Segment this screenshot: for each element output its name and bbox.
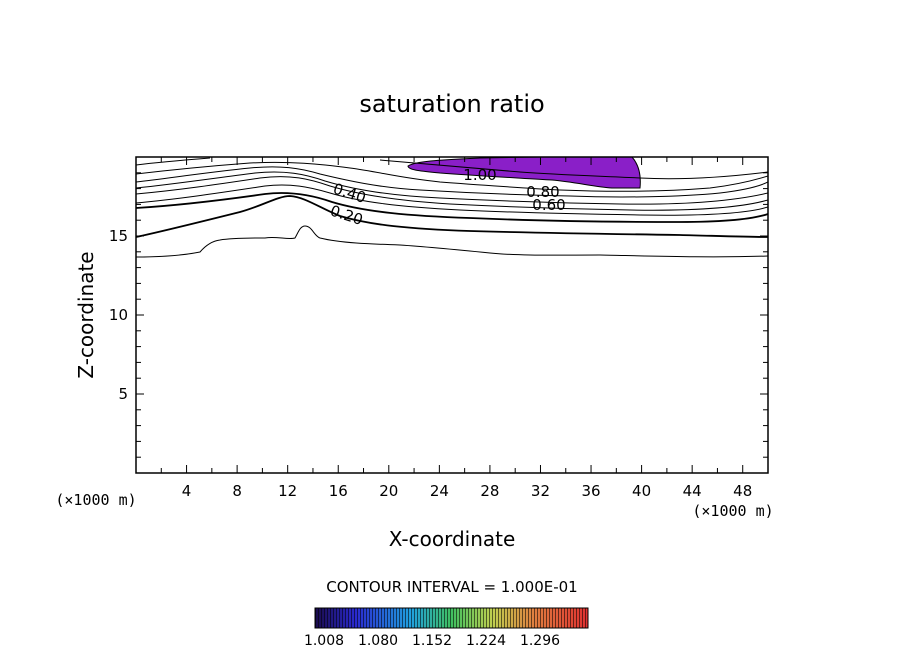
contour-line [136, 195, 768, 238]
x-tick-label: 44 [683, 482, 702, 500]
colorbar-tick-label: 1.008 [304, 633, 344, 649]
y-tick-label: 15 [109, 227, 128, 245]
x-tick-label: 48 [733, 482, 752, 500]
chart-title: saturation ratio [359, 90, 544, 118]
contour-label: 1.00 [463, 166, 496, 184]
x-tick-label: 8 [232, 482, 242, 500]
x-tick-label: 12 [278, 482, 297, 500]
x-axis-label: X-coordinate [389, 527, 516, 551]
contour-line [136, 192, 768, 223]
y-tick-label: 10 [109, 306, 128, 324]
colorbar [314, 607, 589, 629]
x-tick-label: 20 [379, 482, 398, 500]
x-tick-label: 32 [531, 482, 550, 500]
contour-line [136, 157, 768, 180]
contour-line [136, 176, 768, 211]
colorbar-tick-label: 1.152 [412, 633, 452, 649]
contour-line [136, 225, 768, 258]
contour-line [136, 184, 768, 216]
contour-line [136, 161, 768, 192]
colorbar-tick-label: 1.296 [520, 633, 560, 649]
contour-label: 0.60 [532, 196, 565, 214]
x-unit-right: (×1000 m) [692, 502, 773, 520]
contour-line [136, 171, 768, 205]
colorbar-tick-label: 1.224 [466, 633, 506, 649]
x-tick-label: 16 [329, 482, 348, 500]
contour-interval-text: CONTOUR INTERVAL = 1.000E-01 [326, 578, 577, 596]
y-tick-label: 5 [118, 385, 128, 403]
x-tick-label: 36 [581, 482, 600, 500]
colorbar-tick-label: 1.080 [358, 633, 398, 649]
x-axis: 4 8 12 16 20 24 28 32 36 40 44 48 [160, 157, 752, 500]
y-axis-label: Z-coordinate [74, 251, 98, 378]
colorbar-labels: 1.008 1.080 1.152 1.224 1.296 [304, 633, 560, 649]
x-tick-label: 40 [632, 482, 651, 500]
y-axis: 5 10 15 [109, 172, 768, 458]
x-tick-label: 4 [182, 482, 192, 500]
contour-lines [136, 157, 768, 258]
x-unit-left: (×1000 m) [55, 491, 136, 509]
contour-line [136, 166, 768, 198]
x-tick-label: 28 [480, 482, 499, 500]
x-tick-label: 24 [430, 482, 449, 500]
contour-label: 0.80 [526, 183, 559, 201]
